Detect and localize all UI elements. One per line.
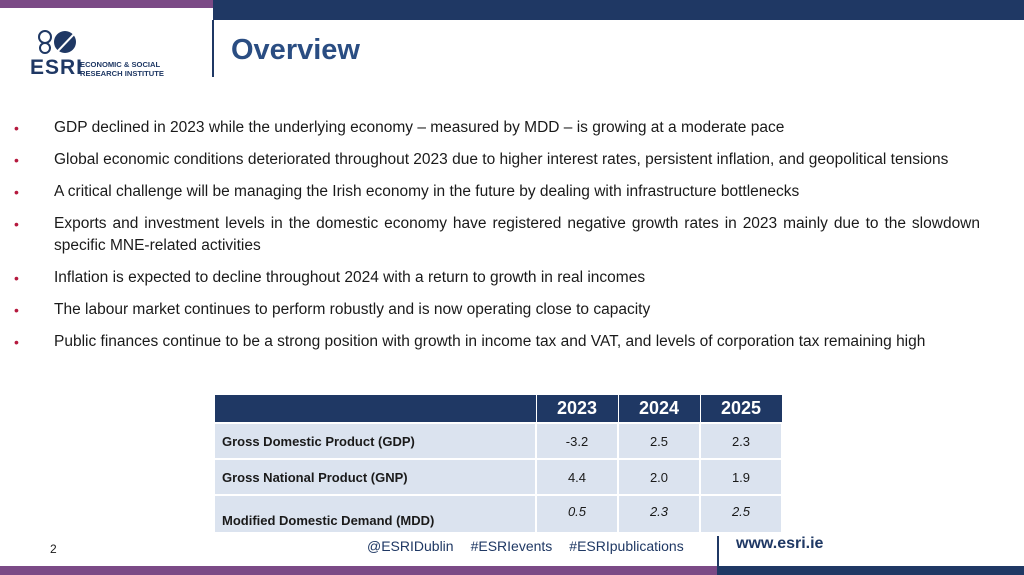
esri-logo: ESRI ECONOMIC & SOCIAL RESEARCH INSTITUT…: [30, 28, 210, 79]
footer-divider: [717, 536, 719, 575]
row-label: Gross National Product (GNP): [215, 458, 537, 495]
top-accent-bar-navy: [213, 0, 1024, 20]
bullet-text: Global economic conditions deteriorated …: [54, 151, 949, 168]
table-row: Gross Domestic Product (GDP) -3.2 2.5 2.…: [215, 422, 783, 459]
bullet-text: Inflation is expected to decline through…: [54, 269, 646, 286]
logo-subtitle-line2: RESEARCH INSTITUTE: [80, 69, 164, 78]
table-cell: 2.3: [618, 494, 701, 532]
table-cell: 2.3: [700, 422, 783, 459]
table-cell: -3.2: [536, 422, 619, 459]
website-link[interactable]: www.esri.ie: [736, 535, 824, 552]
header-divider: [212, 20, 214, 77]
esri-logo-mark: [38, 30, 77, 54]
table-header-year: 2025: [700, 395, 783, 423]
bullet-item: • Inflation is expected to decline throug…: [14, 267, 980, 289]
footer-social-tags: @ESRIDublin #ESRIevents #ESRIpublications: [367, 538, 701, 554]
bullet-item: • Public finances continue to be a strong…: [14, 331, 980, 353]
logo-subtitle-line1: ECONOMIC & SOCIAL: [80, 60, 161, 69]
bullet-text: A critical challenge will be managing th…: [54, 183, 800, 200]
table-cell: 4.4: [536, 458, 619, 495]
bullet-item: • Global economic conditions deteriorated…: [14, 149, 980, 171]
table-header-blank: [215, 395, 537, 423]
top-accent-bar-purple: [0, 0, 213, 8]
slide-title: Overview: [231, 34, 360, 66]
table-cell: 0.5: [536, 494, 619, 532]
table-cell: 1.9: [700, 458, 783, 495]
bottom-accent-bar-navy: [719, 566, 1024, 575]
table-header-year: 2023: [536, 395, 619, 423]
bullet-dot-icon: •: [14, 270, 19, 286]
logo-wordmark: ESRI: [30, 56, 84, 79]
table-row: Gross National Product (GNP) 4.4 2.0 1.9: [215, 458, 783, 495]
table-row: Modified Domestic Demand (MDD) 0.5 2.3 2…: [215, 494, 783, 532]
bullet-text: The labour market continues to perform r…: [54, 301, 651, 318]
forecast-table: 2023 2024 2025 Gross Domestic Product (G…: [215, 395, 783, 532]
bullet-dot-icon: •: [14, 120, 19, 136]
bullet-item: • GDP declined in 2023 while the underlyi…: [14, 117, 980, 139]
row-label: Modified Domestic Demand (MDD): [215, 494, 537, 532]
bullet-dot-icon: •: [14, 302, 19, 318]
row-label: Gross Domestic Product (GDP): [215, 422, 537, 459]
table-cell: 2.5: [618, 422, 701, 459]
bullet-text: GDP declined in 2023 while the underlyin…: [54, 119, 785, 136]
bullet-item: • Exports and investment levels in the do…: [14, 213, 980, 257]
page-number: 2: [50, 542, 57, 556]
bullet-text: Public finances continue to be a strong …: [54, 333, 926, 350]
table-header-year: 2024: [618, 395, 701, 423]
hashtag-events-link[interactable]: #ESRIevents: [470, 538, 553, 554]
bullet-text: Exports and investment levels in the dom…: [54, 215, 980, 254]
table-cell: 2.0: [618, 458, 701, 495]
bullet-list: • GDP declined in 2023 while the underlyi…: [14, 117, 980, 363]
bullet-dot-icon: •: [14, 152, 19, 168]
hashtag-publications-link[interactable]: #ESRIpublications: [569, 538, 684, 554]
table-cell: 2.5: [700, 494, 783, 532]
bullet-dot-icon: •: [14, 334, 19, 350]
twitter-handle-link[interactable]: @ESRIDublin: [367, 538, 454, 554]
bullet-item: • A critical challenge will be managing t…: [14, 181, 980, 203]
bottom-accent-bar-purple: [0, 566, 717, 575]
bullet-dot-icon: •: [14, 216, 19, 232]
table-header-row: 2023 2024 2025: [215, 395, 783, 423]
bullet-item: • The labour market continues to perform …: [14, 299, 980, 321]
bullet-dot-icon: •: [14, 184, 19, 200]
